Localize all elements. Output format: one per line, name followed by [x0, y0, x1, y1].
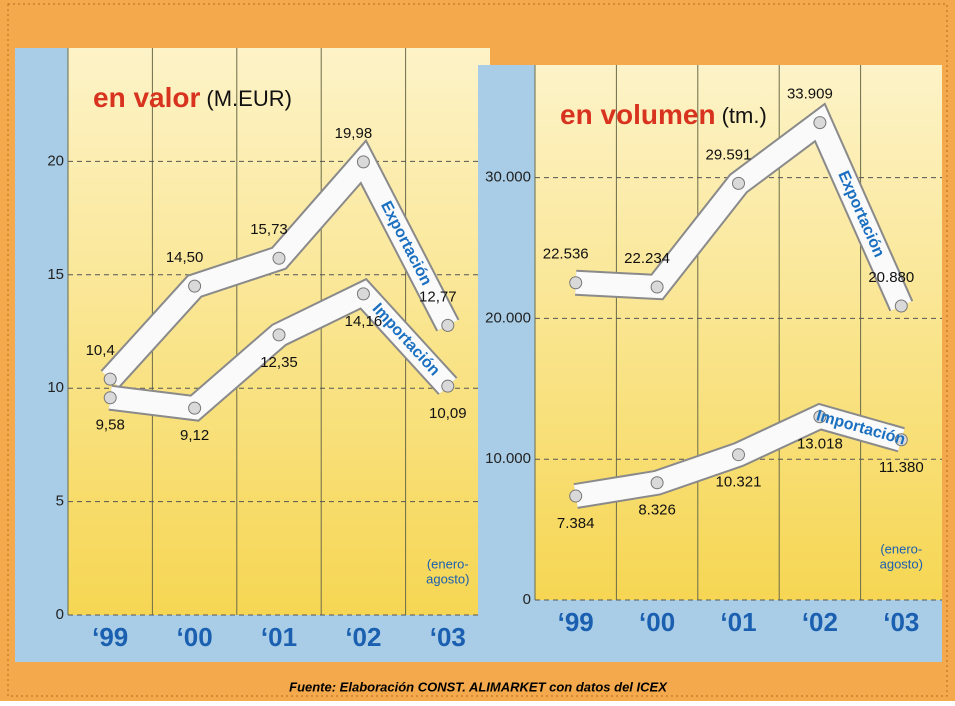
point-marker — [732, 448, 745, 462]
point-marker — [650, 280, 664, 294]
value-label: 22.234 — [624, 250, 670, 267]
value-label: 33.909 — [787, 86, 833, 103]
point-marker — [813, 116, 827, 130]
value-label: 13.018 — [797, 436, 843, 453]
title-unit: (M.EUR) — [206, 86, 292, 111]
y-tick-label: 5 — [56, 493, 64, 510]
point-marker — [813, 410, 827, 424]
plot-area — [535, 65, 942, 600]
x-tick-label: ‘02 — [345, 622, 381, 652]
axis-strip — [478, 65, 535, 662]
chart-title: en volumen (tm.) — [560, 99, 767, 130]
value-label: 12,77 — [419, 288, 457, 305]
annotation: agosto) — [426, 571, 469, 586]
x-tick-label: ‘99 — [92, 622, 128, 652]
value-label: 15,73 — [250, 221, 288, 238]
value-label: 10,4 — [86, 342, 115, 359]
y-tick-label: 0 — [523, 591, 531, 608]
value-label: 9,58 — [96, 417, 125, 434]
point-marker — [188, 279, 202, 293]
value-label: 12,35 — [260, 354, 298, 371]
title-main: en volumen — [560, 99, 716, 130]
annotation: (enero- — [427, 556, 469, 571]
x-tick-label: ‘99 — [558, 607, 594, 637]
value-label: 22.536 — [543, 246, 589, 263]
point-marker — [356, 155, 370, 169]
y-tick-label: 15 — [47, 266, 64, 283]
point-marker — [103, 391, 117, 405]
source: Fuente: Elaboración CONST. ALIMARKET con… — [289, 679, 668, 694]
value-label: 11.380 — [879, 459, 924, 476]
value-label: 19,98 — [335, 125, 373, 142]
axis-strip — [15, 48, 68, 662]
value-label: 8.326 — [638, 502, 676, 519]
dotted-border — [7, 3, 948, 697]
y-tick-label: 0 — [56, 606, 64, 623]
title-main: en valor — [93, 82, 200, 113]
y-tick-label: 20.000 — [485, 309, 531, 326]
x-tick-label: ‘03 — [883, 607, 919, 637]
y-tick-label: 30.000 — [485, 169, 531, 186]
value-label: 10.321 — [716, 474, 762, 491]
value-label: 9,12 — [180, 427, 209, 444]
category-strip — [535, 600, 942, 662]
x-tick-label: ‘00 — [177, 622, 213, 652]
value-label: 7.384 — [557, 515, 595, 532]
point-marker — [894, 299, 908, 313]
y-tick-label: 20 — [47, 152, 64, 169]
x-tick-label: ‘01 — [720, 607, 756, 637]
point-marker — [272, 328, 286, 342]
point-marker — [441, 318, 455, 332]
annotation: agosto) — [880, 556, 923, 571]
point-marker — [356, 287, 370, 301]
annotation: (enero- — [880, 541, 922, 556]
point-marker — [569, 276, 583, 290]
value-label: 29.591 — [706, 146, 752, 163]
x-tick-label: ‘03 — [430, 622, 466, 652]
point-marker — [732, 176, 745, 190]
point-marker — [188, 401, 202, 415]
value-label: 10,09 — [429, 405, 467, 422]
y-tick-label: 10.000 — [485, 450, 531, 467]
point-marker — [272, 251, 286, 265]
point-marker — [650, 476, 664, 490]
title-unit: (tm.) — [722, 103, 767, 128]
y-tick-label: 10 — [47, 379, 64, 396]
value-label: 14,50 — [166, 249, 204, 266]
point-marker — [441, 379, 455, 393]
value-label: 14,16 — [345, 313, 383, 330]
point-marker — [103, 372, 117, 386]
point-marker — [569, 489, 583, 503]
chart-title: en valor (M.EUR) — [93, 82, 292, 113]
x-tick-label: ‘02 — [802, 607, 838, 637]
point-marker — [894, 433, 908, 447]
x-tick-label: ‘00 — [639, 607, 675, 637]
x-tick-label: ‘01 — [261, 622, 297, 652]
value-label: 20.880 — [868, 269, 914, 286]
category-strip — [68, 615, 490, 662]
